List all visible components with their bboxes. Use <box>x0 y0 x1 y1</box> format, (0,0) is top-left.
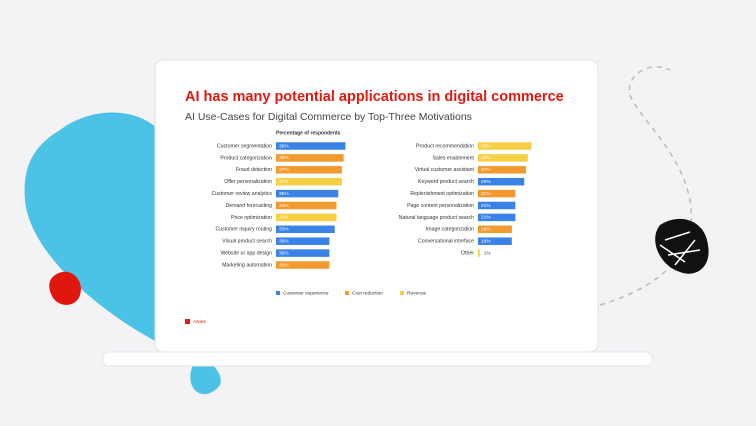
bar <box>478 201 516 210</box>
category-label: Sales enablement <box>432 155 474 161</box>
bar <box>276 225 335 234</box>
category-label: Customer inquiry routing <box>215 227 272 233</box>
value-label: 34% <box>279 215 289 221</box>
value-label: 37% <box>279 179 289 185</box>
category-label: Natural language product search <box>399 215 474 221</box>
value-label: 38% <box>279 155 289 161</box>
value-label: 30% <box>481 143 491 149</box>
bar <box>478 142 532 150</box>
red-blob <box>49 271 81 305</box>
axis-label: Percentage of respondents <box>276 130 341 136</box>
category-label: Customer review analytics <box>211 191 272 197</box>
category-label: Other <box>461 250 474 256</box>
value-label: 19% <box>481 238 491 244</box>
category-label: Customer segmentation <box>217 143 272 149</box>
category-label: Product recommendation <box>416 143 474 149</box>
category-label: Website or app design <box>220 250 272 256</box>
bar <box>478 237 512 245</box>
value-label: 30% <box>279 238 289 244</box>
category-label: Price optimization <box>231 215 272 221</box>
laptop-base <box>102 351 653 367</box>
value-label: 30% <box>279 262 289 268</box>
black-blob <box>655 218 709 274</box>
category-label: Offer personalization <box>224 179 272 185</box>
bar <box>478 154 528 162</box>
value-label: 37% <box>279 167 289 173</box>
category-label: Virtual customer assistant <box>415 167 475 173</box>
bar <box>276 249 330 257</box>
bar <box>276 166 342 174</box>
value-label: 28% <box>481 155 491 161</box>
legend-label: Revenue <box>407 290 427 296</box>
legend-label: Cost reduction <box>352 290 383 296</box>
bar <box>478 249 480 257</box>
value-label: 21% <box>481 203 491 209</box>
value-label: 26% <box>481 179 491 185</box>
value-label: 35% <box>279 191 289 197</box>
category-label: Page content personalization <box>407 203 474 209</box>
category-label: Visual product search <box>222 239 272 245</box>
value-label: 39% <box>279 143 289 149</box>
value-label: 21% <box>481 215 491 221</box>
category-label: Marketing automation <box>222 262 272 268</box>
bar <box>478 177 525 186</box>
category-label: Fraud detection <box>236 167 272 173</box>
bar <box>478 189 516 198</box>
value-label: 27% <box>481 167 491 173</box>
bar <box>276 142 346 150</box>
bar <box>276 201 337 210</box>
value-label: 34% <box>279 203 289 209</box>
footer-brand: Adobe <box>193 319 207 324</box>
category-label: Replenishment optimization <box>410 191 474 197</box>
value-label: 33% <box>279 227 289 233</box>
category-label: Image categorization <box>426 227 474 233</box>
dashed-curve <box>599 66 692 306</box>
category-label: Product categorization <box>220 155 272 161</box>
bar <box>276 213 337 222</box>
blob-pattern <box>659 231 701 266</box>
legend-swatch <box>276 291 280 295</box>
bar <box>276 261 330 269</box>
bar <box>478 166 527 174</box>
bar <box>276 154 344 162</box>
value-label: 21% <box>481 191 491 197</box>
value-label: 19% <box>481 227 491 233</box>
bar <box>276 177 342 186</box>
adobe-logo <box>185 319 190 324</box>
legend-swatch <box>345 291 349 295</box>
legend-label: Customer experience <box>283 290 329 296</box>
legend-swatch <box>400 291 404 295</box>
value-label: 30% <box>279 250 289 256</box>
category-label: Demand forecasting <box>226 203 273 209</box>
category-label: Conversational interface <box>418 239 474 245</box>
bar <box>276 189 339 198</box>
slide-title: AI has many potential applications in di… <box>185 89 564 105</box>
bar <box>478 213 516 222</box>
bar <box>478 225 512 234</box>
slide-subtitle: AI Use-Cases for Digital Commerce by Top… <box>185 111 472 123</box>
blue-blob <box>24 112 221 395</box>
value-label: 1% <box>484 250 492 256</box>
category-label: Keyword product search <box>418 179 474 185</box>
bar <box>276 237 330 245</box>
